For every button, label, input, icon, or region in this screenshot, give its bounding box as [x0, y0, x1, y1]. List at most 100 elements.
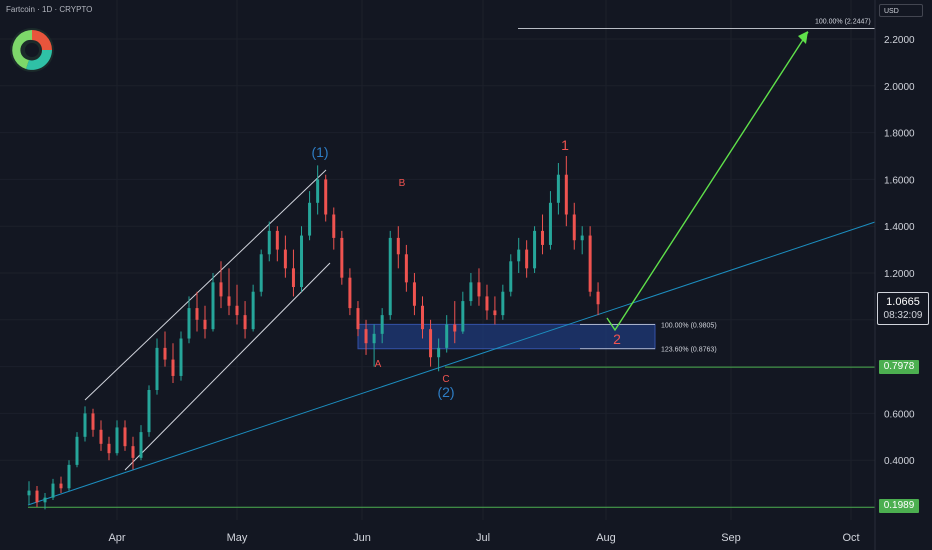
candle-body: [477, 282, 481, 297]
candle-body: [501, 291, 505, 316]
currency-badge[interactable]: USD: [879, 4, 923, 17]
candle-body: [453, 324, 457, 332]
candle-body: [548, 202, 552, 245]
candle-body: [219, 282, 223, 297]
candle-body: [235, 305, 239, 316]
candle-body: [485, 296, 489, 311]
price-tick-label: 1.6000: [884, 175, 915, 186]
channel-top: [84, 169, 327, 401]
projection-path: [606, 31, 809, 332]
candle-body: [187, 308, 191, 339]
price-tick-label: 0.6000: [884, 409, 915, 420]
candle-body: [533, 230, 537, 269]
candle-body: [107, 443, 111, 454]
candle-body: [517, 249, 521, 262]
candle-body: [340, 237, 344, 278]
candle-body: [179, 338, 183, 376]
candle-body: [412, 282, 416, 306]
time-tick-label: Oct: [842, 532, 859, 544]
candle-body: [35, 490, 39, 503]
candle-body: [203, 319, 207, 330]
candle-body: [91, 413, 95, 430]
fib-label: 100.00% (0.9805): [661, 322, 717, 329]
time-tick-label: Sep: [721, 532, 741, 544]
candle-body: [195, 308, 199, 320]
candle-body: [316, 179, 320, 203]
candle-body: [115, 427, 119, 454]
candle-body: [67, 464, 71, 489]
candle-body: [509, 261, 513, 292]
fartcoin-logo-icon: [10, 28, 54, 72]
candle-body: [356, 308, 360, 330]
time-tick-label: Jun: [353, 532, 371, 544]
symbol-title: Fartcoin · 1D · CRYPTO: [6, 5, 93, 14]
candle-body: [461, 301, 465, 332]
candle-body: [588, 235, 592, 292]
support-level-tag-lower: 0.1989: [879, 499, 919, 513]
drawing-lines: [27, 31, 876, 508]
wave-labels: (1) (2) A B C 1 2: [311, 137, 621, 400]
support-level-tag-upper: 0.7978: [879, 360, 919, 374]
candle-body: [163, 347, 167, 360]
channel-bottom: [124, 262, 331, 471]
price-tick-label: 1.4000: [884, 222, 915, 233]
candle-body: [332, 214, 336, 238]
candle-body: [388, 237, 392, 316]
candle-body: [283, 249, 287, 269]
time-axis[interactable]: Apr May Jun Jul Aug Sep Oct: [108, 532, 859, 544]
wave-label: 1: [561, 137, 569, 153]
candle-body: [131, 446, 135, 458]
price-tick-label: 1.8000: [884, 129, 915, 140]
candle-body: [259, 254, 263, 292]
candle-body: [243, 315, 247, 330]
candles: [27, 156, 600, 510]
candle-body: [27, 490, 31, 496]
candle-body: [251, 291, 255, 330]
candle-body: [572, 214, 576, 241]
candle-body: [83, 413, 87, 437]
candle-body: [211, 282, 215, 330]
fib-label: 123.60% (0.8763): [661, 347, 717, 354]
time-tick-label: Aug: [596, 532, 616, 544]
candle-body: [308, 202, 312, 236]
candle-body: [275, 230, 279, 250]
candle-body: [99, 429, 103, 444]
candle-body: [580, 235, 584, 241]
price-tick-label: 0.4000: [884, 456, 915, 467]
candle-body: [291, 268, 295, 288]
wave-label: 2: [613, 331, 621, 347]
candle-body: [123, 427, 127, 447]
candle-body: [525, 249, 529, 269]
fib-label: 100.00% (2.2447): [815, 19, 871, 26]
wave-label: (1): [311, 144, 328, 160]
trend-line: [27, 221, 876, 506]
wave-label: C: [442, 374, 449, 385]
candle-body: [596, 291, 600, 305]
candle-body: [493, 310, 497, 316]
candle-body: [445, 324, 449, 348]
candle-body: [429, 329, 433, 358]
candle-body: [380, 315, 384, 334]
candle-body: [171, 359, 175, 376]
candle-body: [421, 305, 424, 330]
candle-body: [139, 432, 143, 458]
candle-body: [564, 174, 568, 215]
projection-arrowhead: [798, 31, 808, 44]
price-tick-label: 2.0000: [884, 82, 915, 93]
bar-countdown: 08:32:09: [883, 310, 923, 321]
wave-label: A: [375, 359, 382, 370]
candle-body: [155, 347, 159, 390]
candle-body: [147, 390, 151, 433]
candle-body: [75, 436, 79, 465]
price-tick-label: 2.2000: [884, 35, 915, 46]
time-tick-label: Jul: [476, 532, 490, 544]
candle-body: [43, 497, 47, 503]
candle-body: [324, 179, 328, 215]
candle-body: [396, 237, 400, 255]
current-price-box: 1.0665 08:32:09: [877, 292, 929, 325]
candle-body: [404, 254, 408, 283]
candle-body: [267, 230, 271, 255]
candle-body: [437, 347, 441, 358]
